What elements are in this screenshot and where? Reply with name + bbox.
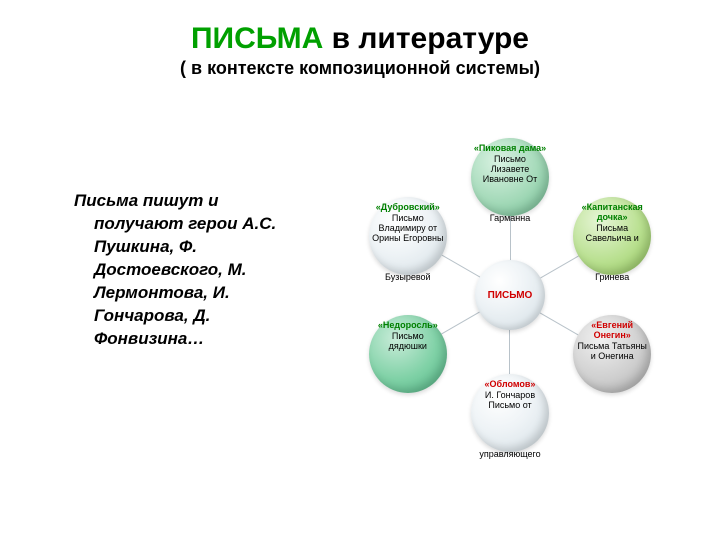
node-overflow-dubrovsky: Бузыревой <box>368 273 448 283</box>
node-desc-pikovaya: Письмо Лизавете Ивановне От <box>471 155 549 185</box>
body-paragraph: Письма пишут и получают герои А.С. Пушки… <box>74 190 304 351</box>
center-node: ПИСЬМО <box>475 260 545 330</box>
node-kapitanskaya: «Капитанская дочка»Письма Савельича и <box>573 197 651 275</box>
node-title-onegin: «Евгений Онегин» <box>573 321 651 341</box>
node-desc-dubrovsky: Письмо Владимиру от Орины Егоровны <box>369 214 447 244</box>
title-word2: в литературе <box>323 22 529 55</box>
page-subtitle: ( в контексте композиционной системы) <box>0 58 720 79</box>
node-desc-oblomov: И. Гончаров Письмо от <box>471 391 549 411</box>
node-title-dubrovsky: «Дубровский» <box>374 203 442 213</box>
node-title-nedorosl: «Недоросль» <box>376 321 440 331</box>
node-overflow-pikovaya: Гарманна <box>470 214 550 224</box>
title-word1: ПИСЬМА <box>191 22 323 55</box>
node-oblomov: «Обломов»И. Гончаров Письмо от <box>471 374 549 452</box>
center-label: ПИСЬМО <box>488 290 533 301</box>
node-overflow-kapitanskaya: Гринева <box>572 273 652 283</box>
node-desc-nedorosl: Письмо дядюшки <box>369 332 447 352</box>
node-desc-onegin: Письма Татьяны и Онегина <box>573 342 651 362</box>
node-title-pikovaya: «Пиковая дама» <box>472 144 548 154</box>
node-nedorosl: «Недоросль»Письмо дядюшки <box>369 315 447 393</box>
node-pikovaya: «Пиковая дама»Письмо Лизавете Ивановне О… <box>471 138 549 216</box>
node-title-kapitanskaya: «Капитанская дочка» <box>573 203 651 223</box>
title-block: ПИСЬМА в литературе ( в контексте композ… <box>0 0 720 79</box>
radial-diagram: «Пиковая дама»Письмо Лизавете Ивановне О… <box>310 100 710 540</box>
page-title: ПИСЬМА в литературе <box>0 22 720 56</box>
node-title-oblomov: «Обломов» <box>483 380 538 390</box>
node-desc-kapitanskaya: Письма Савельича и <box>573 224 651 244</box>
node-dubrovsky: «Дубровский»Письмо Владимиру от Орины Ег… <box>369 197 447 275</box>
node-onegin: «Евгений Онегин»Письма Татьяны и Онегина <box>573 315 651 393</box>
node-overflow-oblomov: управляющего <box>470 450 550 460</box>
